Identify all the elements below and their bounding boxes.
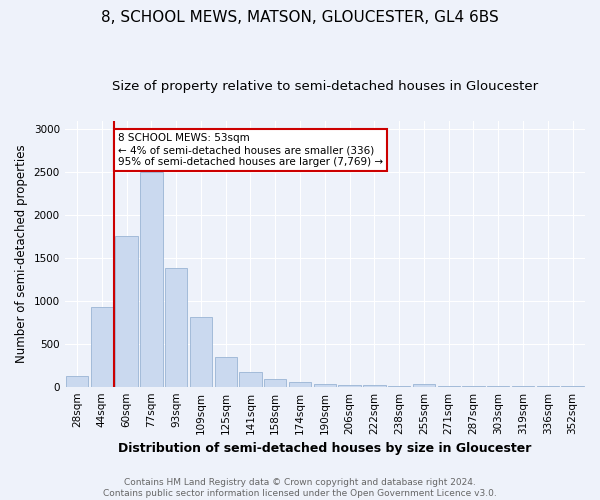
Bar	[289, 382, 311, 386]
Text: 8, SCHOOL MEWS, MATSON, GLOUCESTER, GL4 6BS: 8, SCHOOL MEWS, MATSON, GLOUCESTER, GL4 …	[101, 10, 499, 25]
Bar	[239, 372, 262, 386]
Title: Size of property relative to semi-detached houses in Gloucester: Size of property relative to semi-detach…	[112, 80, 538, 93]
Bar	[264, 378, 286, 386]
X-axis label: Distribution of semi-detached houses by size in Gloucester: Distribution of semi-detached houses by …	[118, 442, 532, 455]
Bar	[140, 172, 163, 386]
Bar	[91, 307, 113, 386]
Text: Contains HM Land Registry data © Crown copyright and database right 2024.
Contai: Contains HM Land Registry data © Crown c…	[103, 478, 497, 498]
Y-axis label: Number of semi-detached properties: Number of semi-detached properties	[15, 144, 28, 363]
Bar	[314, 384, 336, 386]
Bar	[215, 358, 237, 386]
Bar	[115, 236, 138, 386]
Bar	[190, 317, 212, 386]
Bar	[66, 376, 88, 386]
Bar	[165, 268, 187, 386]
Text: 8 SCHOOL MEWS: 53sqm
← 4% of semi-detached houses are smaller (336)
95% of semi-: 8 SCHOOL MEWS: 53sqm ← 4% of semi-detach…	[118, 134, 383, 166]
Bar	[338, 385, 361, 386]
Bar	[413, 384, 435, 386]
